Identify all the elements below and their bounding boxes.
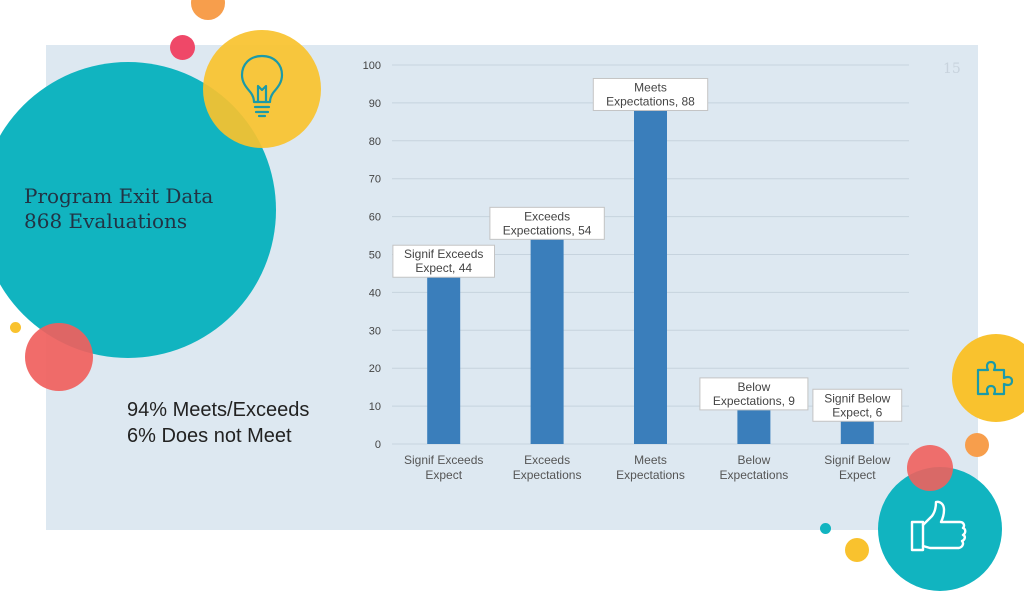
x-tick-label: Expectations	[720, 468, 789, 482]
y-tick-label: 90	[369, 98, 381, 110]
data-label: Below	[738, 380, 771, 394]
data-label: Expectations, 54	[503, 223, 592, 237]
yellow-dot-bottom	[845, 538, 869, 562]
y-tick-label: 20	[369, 363, 381, 375]
orange-dot	[191, 0, 225, 20]
y-tick-label: 10	[369, 401, 381, 413]
data-label: Signif Below	[824, 391, 890, 405]
data-label-box	[392, 244, 495, 278]
y-tick-label: 40	[369, 287, 381, 299]
bar	[737, 409, 771, 444]
y-tick-label: 50	[369, 250, 381, 262]
x-tick-label: Expectations	[513, 468, 582, 482]
puzzle-icon	[976, 360, 1014, 396]
orange-dot-right	[965, 433, 989, 457]
data-label-box	[699, 377, 809, 411]
page-number: 15	[943, 61, 961, 77]
pink-dot	[170, 35, 195, 60]
red-circle	[25, 323, 93, 391]
data-label: Exceeds	[524, 209, 570, 223]
summary-line-2: 6% Does not Meet	[127, 425, 292, 447]
data-label: Expect, 6	[832, 405, 882, 419]
summary-text: 94% Meets/Exceeds 6% Does not Meet	[127, 397, 309, 449]
lightbulb-icon	[240, 54, 284, 118]
summary-line-1: 94% Meets/Exceeds	[127, 399, 310, 421]
data-label: Expect, 44	[415, 261, 472, 275]
data-label-box	[489, 206, 605, 240]
y-tick-label: 80	[369, 136, 381, 148]
x-tick-label: Meets	[634, 453, 667, 467]
small-yellow-dot	[10, 322, 21, 333]
y-tick-label: 60	[369, 212, 381, 224]
bar	[634, 110, 667, 444]
data-label-box	[812, 388, 903, 422]
y-tick-label: 0	[375, 439, 381, 451]
title-line-2: 868 Evaluations	[24, 209, 188, 233]
data-label-box	[592, 77, 709, 111]
x-tick-label: Expect	[425, 468, 462, 482]
bar	[530, 239, 564, 444]
title-line-1: Program Exit Data	[24, 184, 214, 208]
y-tick-label: 100	[363, 60, 381, 72]
x-tick-label: Signif Exceeds	[404, 453, 483, 467]
data-label: Expectations, 9	[713, 394, 795, 408]
x-tick-label: Expectations	[616, 468, 685, 482]
bar	[427, 277, 461, 444]
data-label: Expectations, 88	[606, 94, 695, 108]
thumbs-up-icon	[910, 500, 967, 552]
red-circle-right	[907, 445, 953, 491]
data-label: Signif Exceeds	[404, 247, 483, 261]
y-tick-label: 70	[369, 174, 381, 186]
teal-dot-small	[820, 523, 831, 534]
x-tick-label: Below	[738, 453, 771, 467]
slide-title: Program Exit Data 868 Evaluations	[24, 184, 213, 234]
bar	[840, 421, 874, 444]
x-tick-label: Signif Below	[824, 453, 890, 467]
y-tick-label: 30	[369, 325, 381, 337]
x-tick-label: Exceeds	[524, 453, 570, 467]
data-label: Meets	[634, 80, 667, 94]
x-tick-label: Expect	[839, 468, 876, 482]
